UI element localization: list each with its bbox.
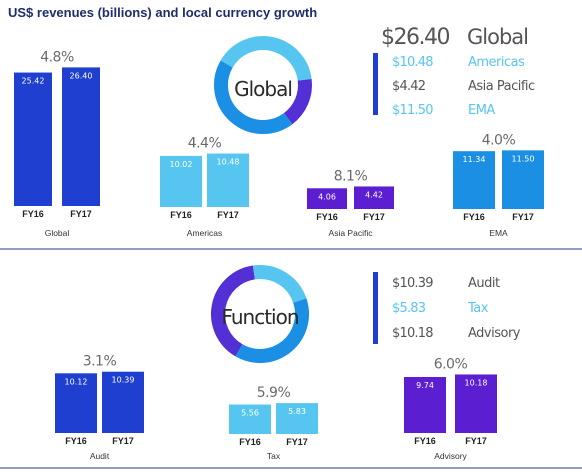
category-label: FY16 — [22, 209, 44, 219]
growth-label: 6.0% — [434, 356, 468, 372]
bar-group-asia-pacific: 4.06 FY16 4.42 FY17 8.1% Asia Pacific — [307, 168, 394, 238]
legend-label: Tax — [467, 301, 489, 316]
donut-function — [211, 265, 309, 363]
group-name-label: Advisory — [434, 451, 467, 461]
bar-value-label: 5.83 — [288, 407, 306, 416]
bar-ema-fy17 — [502, 150, 544, 209]
category-label: FY16 — [316, 212, 338, 222]
bar-value-label: 25.42 — [22, 77, 45, 86]
bar-value-label: 4.06 — [318, 192, 336, 201]
ring-label-global: Global — [234, 77, 292, 101]
group-name-label: Audit — [90, 451, 110, 461]
category-label: FY17 — [70, 209, 92, 219]
category-label: FY16 — [65, 436, 87, 446]
bar-value-label: 10.39 — [112, 376, 135, 385]
category-label: FY16 — [239, 437, 261, 447]
growth-label: 4.0% — [482, 132, 516, 148]
bar-ema-fy16 — [453, 151, 495, 209]
bar-value-label: 11.50 — [512, 154, 535, 163]
ring-label-function: Function — [221, 305, 298, 329]
legend-value: $11.50 — [392, 103, 433, 118]
category-label: FY17 — [112, 436, 134, 446]
legend-label: Audit — [468, 276, 500, 291]
category-label: FY16 — [414, 436, 436, 446]
legend-value: $5.83 — [392, 301, 426, 316]
group-name-label: Tax — [267, 451, 281, 461]
growth-label: 4.4% — [188, 136, 222, 152]
category-label: FY17 — [286, 437, 308, 447]
bar-value-label: 10.48 — [217, 158, 240, 167]
legend-value: $10.39 — [392, 276, 433, 291]
bar-advisory-fy16 — [404, 376, 446, 433]
donut-rings — [211, 36, 312, 363]
global-total-value: $26.40 — [381, 25, 449, 50]
donut-segment — [211, 265, 256, 357]
category-label: FY16 — [463, 212, 485, 222]
bar-group-audit: 10.12 FY16 10.39 FY17 3.1% Audit — [55, 354, 144, 461]
page-title: US$ revenues (billions) and local curren… — [8, 5, 317, 20]
bar-audit-fy16 — [55, 373, 97, 433]
bar-advisory-fy17 — [455, 374, 497, 433]
legend-label: EMA — [468, 103, 495, 118]
donut-segment — [283, 78, 312, 125]
growth-label: 8.1% — [334, 168, 368, 184]
bar-value-label: 26.40 — [70, 71, 93, 80]
legend-label: Advisory — [468, 326, 521, 341]
legend-value: $10.48 — [392, 55, 433, 70]
category-label: FY17 — [363, 212, 385, 222]
group-name-label: EMA — [489, 228, 508, 238]
bar-value-label: 10.18 — [465, 378, 488, 387]
category-label: FY16 — [170, 210, 192, 220]
legend-value: $10.18 — [392, 326, 433, 341]
bar-groups: 25.42FY1626.40FY174.8%Global10.02FY1610.… — [14, 49, 544, 461]
global-total-label: Global — [467, 25, 528, 49]
legend-marker-functions — [373, 272, 378, 344]
bar-americas-fy17 — [207, 153, 249, 207]
bar-global-fy16 — [14, 72, 52, 206]
donut-segment — [235, 298, 309, 363]
growth-label: 3.1% — [83, 354, 117, 370]
bar-americas-fy16 — [160, 155, 202, 207]
donut-segment — [252, 265, 307, 304]
donut-segment — [214, 60, 293, 134]
group-name-label: Global — [45, 228, 70, 238]
bar-group-tax: 5.56 FY16 5.83 FY17 5.9% Tax — [229, 385, 318, 461]
growth-label: 5.9% — [257, 385, 291, 401]
donut-segment — [220, 36, 312, 82]
legend-value: $4.42 — [392, 79, 425, 94]
category-label: FY17 — [465, 436, 487, 446]
bar-tax-fy16 — [229, 404, 271, 434]
donut-global — [214, 36, 312, 134]
group-name-label: Asia Pacific — [329, 228, 374, 238]
bar-asia-pacific-fy16 — [307, 188, 347, 209]
bar-value-label: 5.56 — [241, 409, 259, 418]
group-name-label: Americas — [187, 228, 222, 238]
bar-value-label: 4.42 — [365, 190, 383, 199]
bar-value-label: 10.12 — [65, 377, 88, 386]
category-label: FY17 — [512, 212, 534, 222]
bar-global-fy17 — [62, 67, 100, 207]
category-label: FY17 — [217, 210, 239, 220]
function-legend: $10.39 Audit $5.83 Tax $10.18 Advisory — [373, 272, 521, 344]
bar-group-advisory: 9.74 FY16 10.18 FY17 6.0% Advisory — [404, 356, 497, 461]
region-legend: $26.40 Global $10.48 Americas $4.42 Asia Pa… — [373, 25, 536, 118]
growth-label: 4.8% — [40, 49, 74, 65]
legend-label: Americas — [468, 55, 525, 70]
bar-group-americas: 10.02 FY16 10.48 FY17 4.4% Americas — [160, 136, 249, 238]
legend-marker-regions — [373, 53, 378, 115]
bar-tax-fy17 — [276, 403, 318, 434]
bar-value-label: 10.02 — [170, 160, 193, 169]
bar-audit-fy17 — [102, 371, 144, 433]
legend-label: Asia Pacific — [468, 79, 535, 94]
bar-group-global: 25.42 FY16 26.40 FY17 4.8% Global — [14, 49, 100, 238]
bar-value-label: 11.34 — [463, 155, 486, 164]
bar-value-label: 9.74 — [416, 381, 434, 390]
bar-group-ema: 11.34 FY16 11.50 FY17 4.0% EMA — [453, 132, 544, 238]
bar-asia-pacific-fy17 — [354, 186, 394, 209]
